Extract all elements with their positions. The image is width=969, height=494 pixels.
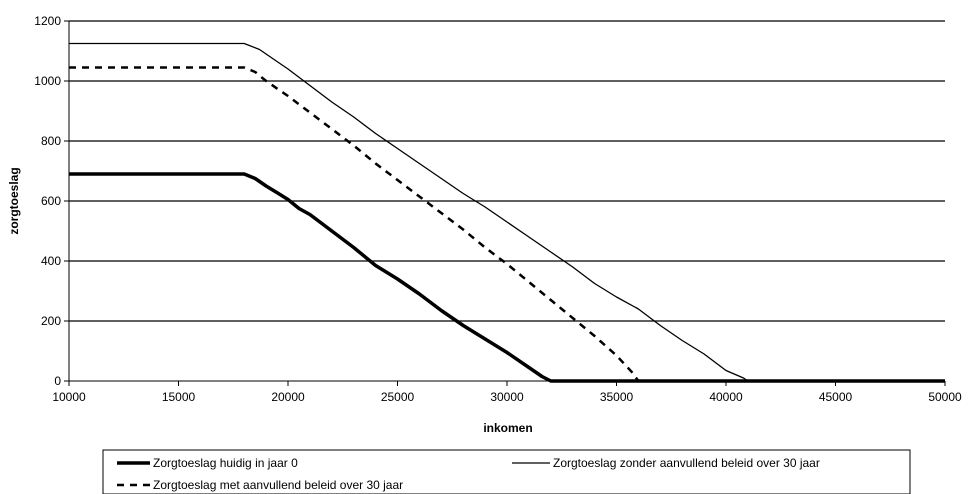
y-tick-label: 800 xyxy=(41,134,61,148)
x-tick-label: 30000 xyxy=(490,390,524,404)
series-lines xyxy=(69,42,945,383)
y-tick-label: 600 xyxy=(41,194,61,208)
y-tick-labels: 0 200 400 600 800 1000 1200 xyxy=(34,14,61,388)
x-tick-label: 20000 xyxy=(271,390,305,404)
legend-label-huidig: Zorgtoeslag huidig in jaar 0 xyxy=(153,456,298,470)
y-tick-label: 1000 xyxy=(34,74,61,88)
legend-label-met: Zorgtoeslag met aanvullend beleid over 3… xyxy=(153,478,403,492)
x-tick-labels: 10000 15000 20000 25000 30000 35000 40000 45000… xyxy=(52,390,962,404)
x-tick-label: 35000 xyxy=(600,390,634,404)
y-tick-label: 400 xyxy=(41,254,61,268)
x-axis-label: inkomen xyxy=(483,421,532,435)
x-tick-label: 40000 xyxy=(709,390,743,404)
series-line-zonder xyxy=(69,42,945,382)
legend: Zorgtoeslag huidig in jaar 0 Zorgtoeslag… xyxy=(102,449,911,494)
legend-box xyxy=(102,449,911,494)
axes xyxy=(64,20,946,386)
x-tick-label: 15000 xyxy=(162,390,196,404)
x-tick-label: 50000 xyxy=(928,390,962,404)
y-tick-label: 200 xyxy=(41,314,61,328)
x-tick-label: 10000 xyxy=(52,390,86,404)
y-axis-label: zorgtoeslag xyxy=(7,167,21,234)
y-tick-label: 1200 xyxy=(34,14,61,28)
y-tick-label: 0 xyxy=(54,374,61,388)
legend-label-zonder: Zorgtoeslag zonder aanvullend beleid ove… xyxy=(553,456,820,470)
series-line-huidig xyxy=(69,172,945,383)
series-line-met xyxy=(69,66,945,383)
x-tick-label: 25000 xyxy=(381,390,415,404)
x-tick-label: 45000 xyxy=(819,390,853,404)
gridlines xyxy=(69,20,945,322)
